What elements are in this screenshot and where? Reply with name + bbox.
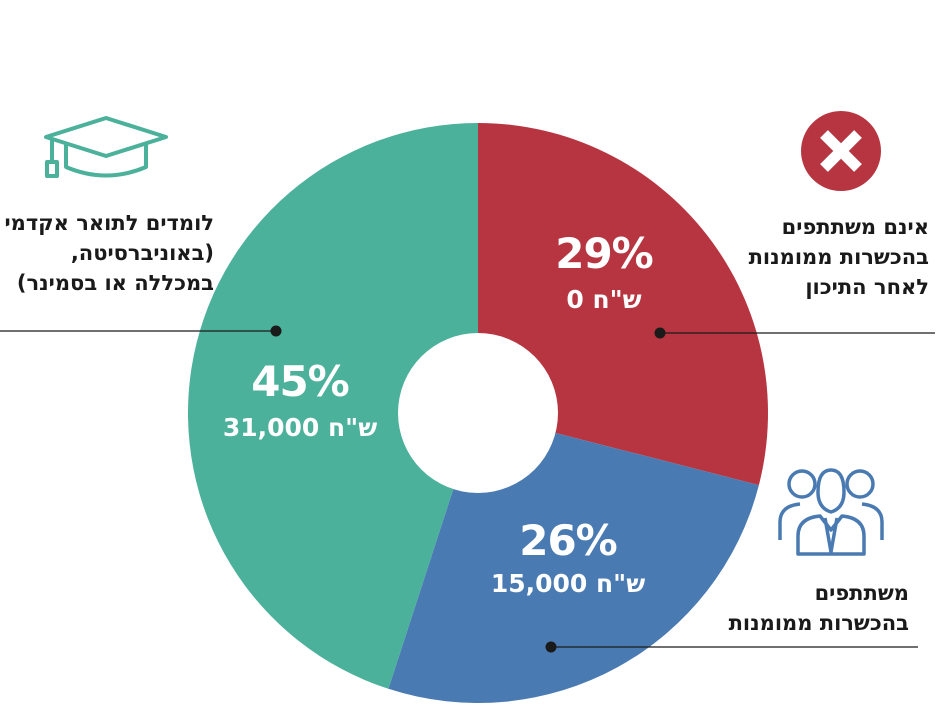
value-label-academic: 31,000 ש"ח xyxy=(223,413,377,442)
callout-participating: משתתפים בהכשרות ממומנות xyxy=(729,578,909,638)
callout-line: בהכשרות ממומנות xyxy=(728,611,909,635)
group-of-people-icon xyxy=(778,468,884,556)
slice-label-not-participating: 29% xyxy=(555,229,653,278)
leader-dot-academic xyxy=(270,325,282,337)
callout-line: במכללה או בסמינר) xyxy=(16,271,214,295)
callout-line: לומדים לתואר אקדמי xyxy=(4,211,214,235)
callout-line: אינם משתתפים xyxy=(781,215,929,239)
slice-label-participating: 26% xyxy=(519,516,617,565)
slice-academic xyxy=(187,123,478,689)
callout-academic: לומדים לתואר אקדמי (באוניברסיטה, במכללה … xyxy=(4,208,214,298)
callout-line: (באוניברסיטה, xyxy=(70,241,214,265)
slice-label-academic: 45% xyxy=(251,357,349,406)
callout-line: בהכשרות ממומנות xyxy=(748,245,929,269)
leader-dot-participating xyxy=(545,641,557,653)
donut-hole xyxy=(398,333,558,493)
x-circle-icon xyxy=(801,111,881,191)
value-label-not-participating: 0 ש"ח xyxy=(566,285,641,314)
callout-not-participating: אינם משתתפים בהכשרות ממומנות לאחר התיכון xyxy=(749,212,929,302)
value-label-participating: 15,000 ש"ח xyxy=(491,569,645,598)
graduation-cap-icon xyxy=(44,116,168,178)
callout-line: לאחר התיכון xyxy=(805,275,929,299)
callout-line: משתתפים xyxy=(814,581,909,605)
leader-dot-not-participating xyxy=(654,327,666,339)
